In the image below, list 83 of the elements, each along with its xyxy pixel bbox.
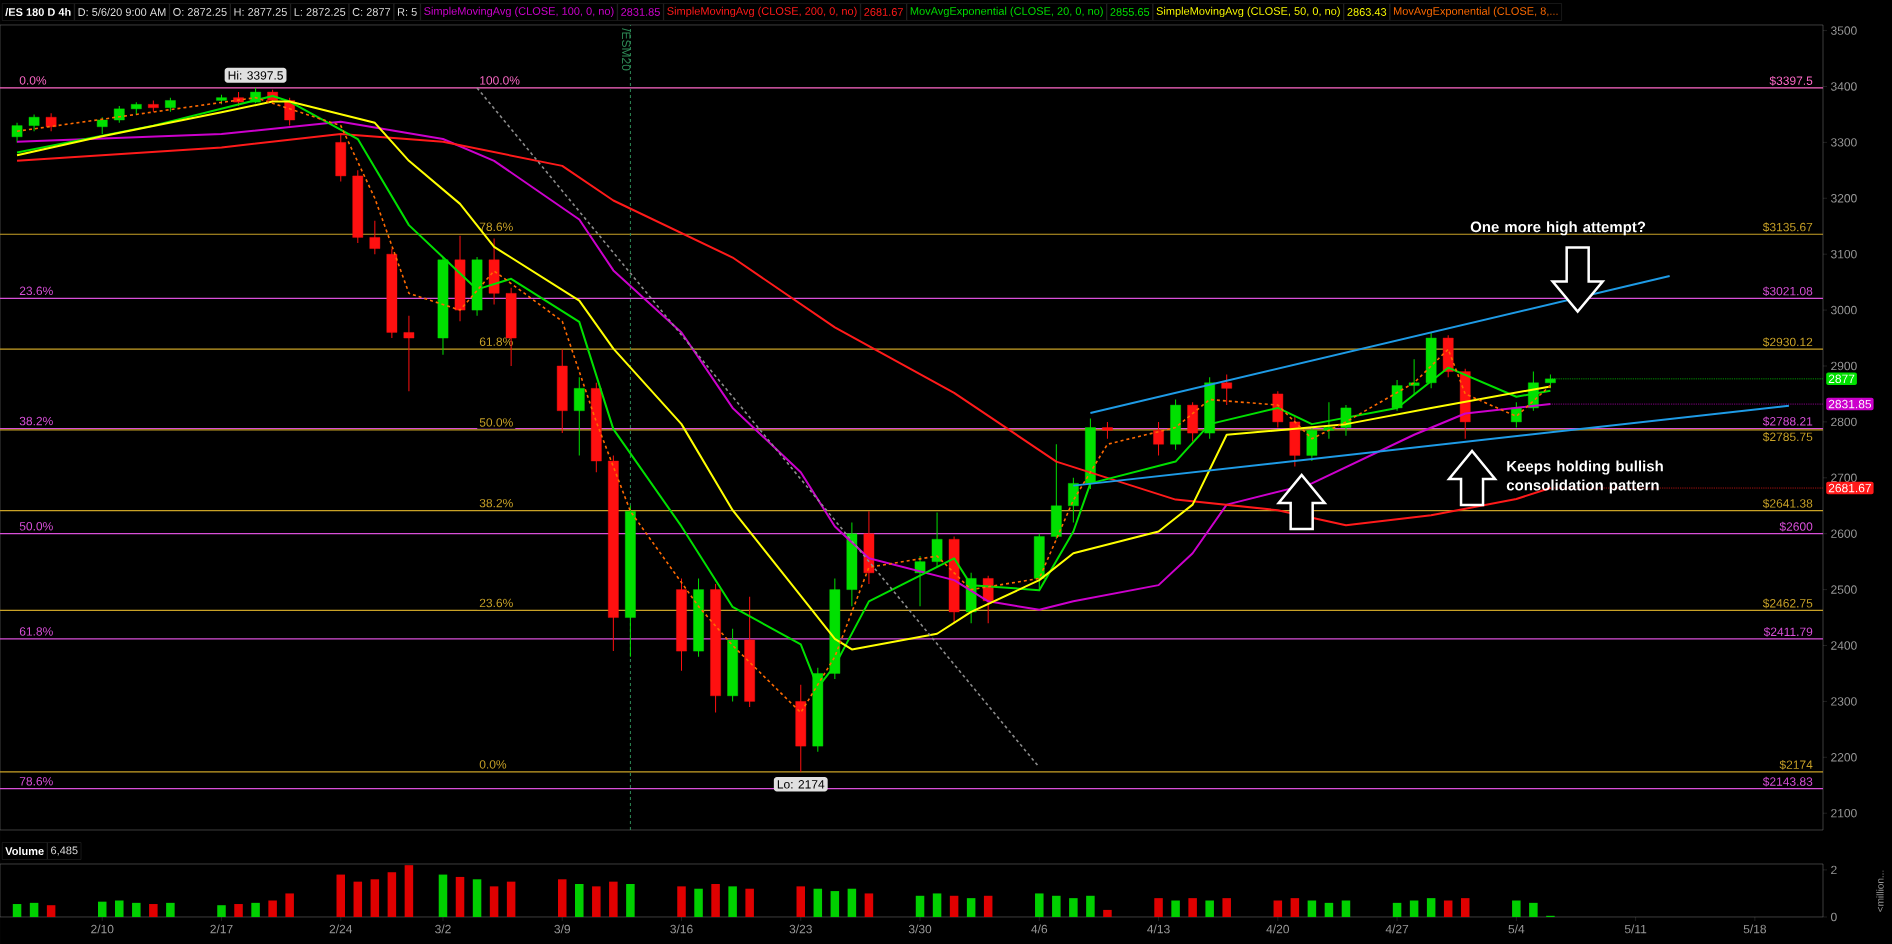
y-tick-label: 2800 bbox=[1831, 417, 1857, 427]
text: H: 2877.25 bbox=[234, 8, 287, 16]
ref-line-label: $3135.67 bbox=[1762, 222, 1813, 233]
y-tick-label: 2500 bbox=[1831, 585, 1857, 594]
text: 2855.65 bbox=[1110, 8, 1150, 16]
annotation: One more high attempt? bbox=[1470, 221, 1646, 236]
annotation: 50.0% bbox=[479, 418, 513, 427]
text: 6,485 bbox=[51, 846, 78, 856]
y-axis-title: <million... bbox=[1876, 870, 1884, 912]
text: SimpleMovingAvg (CLOSE, 200, 0, no) bbox=[667, 6, 857, 18]
x-tick-label: 4/13 bbox=[1147, 924, 1170, 934]
y-tick-label: 2100 bbox=[1831, 808, 1857, 818]
x-tick-label: 3/23 bbox=[789, 924, 812, 934]
ref-line-label: $2785.75 bbox=[1762, 432, 1813, 442]
ref-line-label: $2143.83 bbox=[1762, 776, 1813, 787]
x-tick-label: 4/20 bbox=[1266, 924, 1290, 934]
ref-line-label: $2641.38 bbox=[1762, 498, 1813, 509]
annotation: 2681.67 bbox=[1828, 483, 1871, 493]
annotation: 78.6% bbox=[19, 777, 53, 786]
y-tick-label: 3200 bbox=[1831, 194, 1857, 203]
y-tick-label: 0 bbox=[1831, 912, 1837, 922]
x-tick-label: 2/10 bbox=[91, 924, 114, 934]
annotation: 2831.85 bbox=[1828, 399, 1872, 409]
x-tick-label: 5/18 bbox=[1743, 924, 1767, 934]
text: D: 5/6/20 9:00 AM bbox=[78, 7, 166, 17]
annotation: 0.0% bbox=[19, 76, 47, 85]
text: 2831.85 bbox=[621, 8, 660, 16]
y-tick-label: 2400 bbox=[1831, 641, 1857, 650]
chart-title: Volume bbox=[5, 846, 44, 856]
annotation: 50.0% bbox=[19, 522, 53, 531]
text: L: 2872.25 bbox=[294, 8, 346, 16]
y-tick-label: 3100 bbox=[1831, 249, 1857, 259]
annotation: 38.2% bbox=[19, 416, 53, 426]
chart-title: /ES 180 D 4h bbox=[5, 7, 71, 17]
y-tick-label: 3400 bbox=[1831, 82, 1857, 91]
y-tick-label: 3000 bbox=[1831, 305, 1857, 315]
text: SimpleMovingAvg (CLOSE, 100, 0, no) bbox=[424, 6, 614, 18]
x-tick-label: 5/11 bbox=[1624, 924, 1647, 934]
x-tick-label: 4/27 bbox=[1385, 924, 1409, 934]
annotation: 23.6% bbox=[479, 598, 513, 608]
x-tick-label: 2/24 bbox=[329, 924, 353, 934]
ref-line-label: $2788.21 bbox=[1762, 416, 1813, 427]
annotation: 78.6% bbox=[479, 222, 513, 232]
ref-line-label: $3021.08 bbox=[1762, 286, 1813, 297]
text: 2863.43 bbox=[1347, 8, 1387, 16]
text: MovAvgExponential (CLOSE, 20, 0, no) bbox=[910, 6, 1103, 18]
annotation: 2877 bbox=[1828, 374, 1855, 384]
ref-line-label: $3397.5 bbox=[1769, 75, 1813, 86]
annotation: 38.2% bbox=[479, 498, 513, 508]
y-tick-label: 2600 bbox=[1831, 529, 1857, 538]
x-tick-label: 3/30 bbox=[908, 924, 932, 934]
text: 2681.67 bbox=[864, 8, 903, 16]
x-tick-label: 3/2 bbox=[435, 924, 451, 934]
ref-line-label: /ESM20 bbox=[622, 28, 631, 71]
text: SimpleMovingAvg (CLOSE, 50, 0, no) bbox=[1156, 6, 1340, 18]
y-tick-label: 3500 bbox=[1831, 26, 1857, 35]
text: MovAvgExponential (CLOSE, 8,... bbox=[1393, 6, 1558, 18]
y-tick-label: 3300 bbox=[1831, 138, 1857, 147]
annotation: 23.6% bbox=[19, 286, 53, 296]
x-tick-label: 3/16 bbox=[670, 924, 693, 934]
y-tick-label: 2300 bbox=[1831, 697, 1857, 706]
annotation: Keeps holding bullish consolidation pattern bbox=[1506, 460, 1663, 494]
text: R: 5 bbox=[397, 8, 417, 16]
text: C: 2877 bbox=[352, 8, 391, 16]
ref-line-label: $2930.12 bbox=[1762, 337, 1813, 347]
x-tick-label: 5/4 bbox=[1508, 924, 1525, 934]
annotation: Hi: 3397.5 bbox=[228, 70, 283, 80]
ref-line-label: $2462.75 bbox=[1762, 598, 1813, 609]
y-tick-label: 2700 bbox=[1831, 473, 1857, 483]
ref-line-label: $2411.79 bbox=[1763, 627, 1813, 637]
annotation: Lo: 2174 bbox=[777, 780, 825, 789]
x-tick-label: 3/9 bbox=[554, 924, 571, 934]
y-tick-label: 2 bbox=[1831, 865, 1837, 875]
annotation: 61.8% bbox=[19, 627, 53, 636]
ref-line-label: $2174 bbox=[1779, 759, 1813, 770]
y-tick-label: 2900 bbox=[1831, 361, 1857, 371]
ref-line-label: $2600 bbox=[1779, 521, 1813, 532]
annotation: 100.0% bbox=[480, 76, 520, 85]
text: O: 2872.25 bbox=[173, 8, 227, 16]
y-tick-label: 2200 bbox=[1831, 753, 1857, 762]
x-tick-label: 2/17 bbox=[210, 924, 233, 934]
annotation: 0.0% bbox=[479, 760, 507, 769]
x-tick-label: 4/6 bbox=[1031, 924, 1048, 934]
